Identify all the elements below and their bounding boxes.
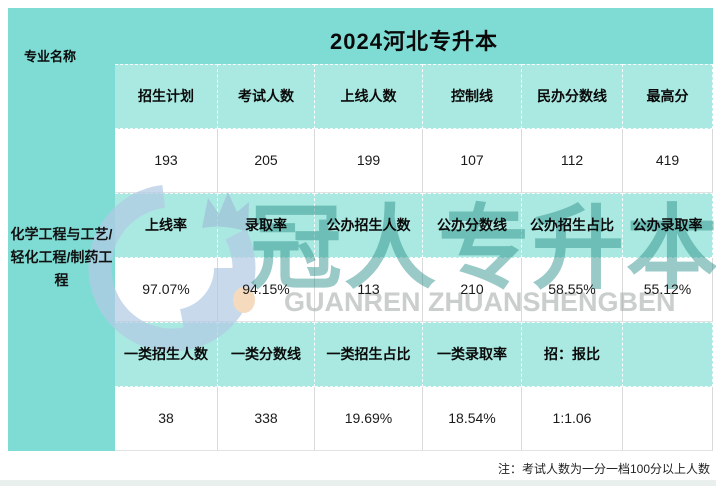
header-cell-r2-c0: 上线率 <box>115 193 218 258</box>
footnote: 注：考试人数为一分一档100分以上人数 <box>0 451 713 480</box>
header-cell-r4-c0: 一类招生人数 <box>115 322 218 387</box>
table-panel: 2024河北专升本 专业名称 化学工程与工艺/轻化工程/制药工程 招生计划 考试人… <box>8 8 716 451</box>
cell-text: 招生计划 <box>138 88 194 105</box>
cell-text: 205 <box>254 152 278 169</box>
major-column-label: 专业名称 <box>24 49 77 64</box>
cell-text: 112 <box>560 152 584 169</box>
footnote-text: 注：考试人数为一分一档100分以上人数 <box>497 462 710 476</box>
cell-text: 上线人数 <box>340 88 397 105</box>
major-name-cell: 化学工程与工艺/轻化工程/制药工程 <box>8 64 115 451</box>
header-cell-r4-c4: 招：报比 <box>522 322 623 387</box>
header-cell-r0-c3: 控制线 <box>423 64 522 129</box>
cell-text: 107 <box>460 152 484 169</box>
cell-text: 94.15% <box>242 281 290 298</box>
cell-text: 上线率 <box>145 217 187 234</box>
cell-text: 97.07% <box>142 281 190 298</box>
header-cell-r2-c5: 公办录取率 <box>623 193 713 258</box>
cell-text: 58.55% <box>548 281 596 298</box>
data-cell-r1-c0: 193 <box>115 128 218 193</box>
cell-text: 公办分数线 <box>437 217 507 234</box>
cell-text: 录取率 <box>245 217 287 234</box>
cell-text: 55.12% <box>643 281 692 298</box>
cell-text: 一类招生人数 <box>124 346 208 363</box>
data-cell-r3-c5: 55.12% <box>623 257 713 322</box>
cell-text: 一类录取率 <box>437 346 507 363</box>
cell-text: 1:1.06 <box>552 410 592 427</box>
cell-text: 19.69% <box>344 410 393 427</box>
data-cell-r1-c1: 205 <box>218 128 315 193</box>
data-cell-r3-c3: 210 <box>423 257 522 322</box>
data-cell-r3-c1: 94.15% <box>218 257 315 322</box>
cell-text: 考试人数 <box>238 88 294 105</box>
header-cell-r2-c4: 公办招生占比 <box>522 193 623 258</box>
cell-text: 18.54% <box>448 410 496 427</box>
cell-text: 公办招生人数 <box>326 217 411 234</box>
cell-text: 公办招生占比 <box>530 217 614 234</box>
cell-text: 419 <box>655 152 680 169</box>
header-cell-r0-c5: 最高分 <box>623 64 713 129</box>
cell-text: 民办分数线 <box>537 88 607 105</box>
major-name: 化学工程与工艺/轻化工程/制药工程 <box>10 226 113 288</box>
cell-text: 一类招生占比 <box>326 346 411 363</box>
header-cell-r2-c3: 公办分数线 <box>423 193 522 258</box>
data-cell-r5-c4: 1:1.06 <box>522 386 623 451</box>
cell-text: 最高分 <box>646 88 689 105</box>
data-cell-r1-c4: 112 <box>522 128 623 193</box>
header-cell-r0-c0: 招生计划 <box>115 64 218 129</box>
data-cell-r3-c4: 58.55% <box>522 257 623 322</box>
data-cell-r5-c0: 38 <box>115 386 218 451</box>
header-cell-r0-c1: 考试人数 <box>218 64 315 129</box>
data-cell-r3-c2: 113 <box>315 257 423 322</box>
bottom-strip <box>0 480 716 486</box>
header-cell-r4-c2: 一类招生占比 <box>315 322 423 387</box>
cell-text: 193 <box>154 152 178 169</box>
cell-text: 招：报比 <box>544 346 600 363</box>
cell-text: 338 <box>254 410 278 427</box>
header-cell-r2-c2: 公办招生人数 <box>315 193 423 258</box>
header-cell-r0-c2: 上线人数 <box>315 64 423 129</box>
data-cell-r5-c5 <box>623 386 713 451</box>
data-cell-r5-c3: 18.54% <box>423 386 522 451</box>
header-cell-r4-c5 <box>623 322 713 387</box>
data-cell-r3-c0: 97.07% <box>115 257 218 322</box>
data-cell-r1-c2: 199 <box>315 128 423 193</box>
header-cell-r0-c4: 民办分数线 <box>522 64 623 129</box>
data-cell-r1-c3: 107 <box>423 128 522 193</box>
cell-text: 199 <box>356 152 381 169</box>
cell-text: 210 <box>460 281 484 298</box>
header-cell-r4-c3: 一类录取率 <box>423 322 522 387</box>
header-cell-r2-c1: 录取率 <box>218 193 315 258</box>
cell-text: 113 <box>357 281 380 298</box>
cell-text: 38 <box>158 410 174 427</box>
data-table: 招生计划 考试人数 上线人数 控制线 民办分数线 最高分 193 205 199 107 112 41… <box>115 64 713 451</box>
cell-text: 控制线 <box>451 88 493 105</box>
page-title: 2024河北专升本 <box>330 29 498 54</box>
data-cell-r1-c5: 419 <box>623 128 713 193</box>
cell-text: 公办录取率 <box>632 217 703 234</box>
data-cell-r5-c1: 338 <box>218 386 315 451</box>
cell-text: 一类分数线 <box>231 346 301 363</box>
data-cell-r5-c2: 19.69% <box>315 386 423 451</box>
header-cell-r4-c1: 一类分数线 <box>218 322 315 387</box>
